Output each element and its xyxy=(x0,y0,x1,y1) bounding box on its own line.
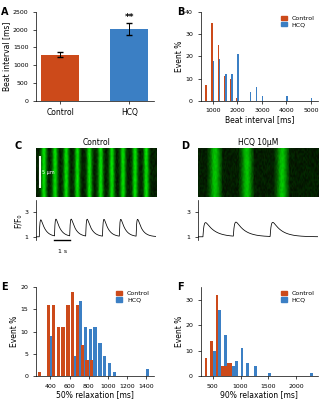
Bar xyxy=(110,29,148,101)
Bar xyxy=(41,54,79,101)
Text: E: E xyxy=(1,282,8,292)
Bar xyxy=(98,343,102,376)
Text: B: B xyxy=(177,7,184,17)
Bar xyxy=(286,96,288,101)
Legend: Control, HCQ: Control, HCQ xyxy=(280,290,315,303)
Bar xyxy=(230,78,231,101)
Bar xyxy=(210,340,213,376)
Bar xyxy=(311,98,312,101)
Bar xyxy=(79,301,82,376)
Bar xyxy=(204,358,207,376)
Text: 5 µm: 5 µm xyxy=(42,170,55,175)
Text: F: F xyxy=(177,282,184,292)
Title: HCQ 10µM: HCQ 10µM xyxy=(238,138,278,148)
Bar xyxy=(213,351,215,376)
Bar xyxy=(51,336,54,376)
Text: **: ** xyxy=(125,12,134,22)
Bar xyxy=(250,92,251,101)
Bar xyxy=(66,305,70,376)
Bar xyxy=(246,363,249,376)
Bar xyxy=(310,374,313,376)
Bar xyxy=(262,96,263,101)
Bar xyxy=(237,54,239,101)
Bar xyxy=(224,76,225,101)
Bar xyxy=(71,292,74,376)
Bar xyxy=(224,366,227,376)
Text: C: C xyxy=(14,141,22,151)
Bar xyxy=(227,363,230,376)
Text: 1 s: 1 s xyxy=(57,249,67,254)
Legend: Control, HCQ: Control, HCQ xyxy=(280,15,315,28)
Bar xyxy=(224,336,227,376)
Bar xyxy=(232,366,235,376)
Legend: Control, HCQ: Control, HCQ xyxy=(116,290,151,303)
Bar xyxy=(89,330,92,376)
X-axis label: 50% relaxation [ms]: 50% relaxation [ms] xyxy=(56,390,134,399)
Bar xyxy=(218,310,221,376)
Bar xyxy=(235,361,238,376)
Bar xyxy=(146,369,149,376)
Bar xyxy=(255,366,257,376)
Bar xyxy=(103,356,106,376)
Bar xyxy=(52,305,55,376)
Bar xyxy=(74,356,78,376)
Bar xyxy=(230,363,232,376)
Bar xyxy=(268,374,271,376)
Bar xyxy=(76,305,79,376)
Bar xyxy=(231,74,233,101)
Title: Control: Control xyxy=(82,138,110,148)
Bar xyxy=(80,345,84,376)
Y-axis label: Event %: Event % xyxy=(10,316,19,347)
Bar xyxy=(230,363,232,376)
Bar xyxy=(221,366,224,376)
Y-axis label: Beat interval [ms]: Beat interval [ms] xyxy=(2,22,11,91)
Y-axis label: Event %: Event % xyxy=(175,316,184,347)
Bar xyxy=(37,372,41,376)
Bar xyxy=(108,363,111,376)
Y-axis label: Event %: Event % xyxy=(175,41,184,72)
Bar xyxy=(217,45,219,101)
Bar xyxy=(93,327,97,376)
Bar xyxy=(236,98,237,101)
Y-axis label: F/F₀: F/F₀ xyxy=(14,213,23,228)
Bar xyxy=(90,360,93,376)
Bar xyxy=(215,295,218,376)
Bar xyxy=(113,372,116,376)
Bar xyxy=(256,87,257,101)
Bar xyxy=(212,23,213,101)
Bar xyxy=(205,85,207,101)
Bar xyxy=(85,360,89,376)
Bar xyxy=(47,305,51,376)
Bar xyxy=(61,327,65,376)
Text: D: D xyxy=(181,141,189,151)
Bar xyxy=(213,61,214,101)
Bar xyxy=(225,74,227,101)
Bar xyxy=(219,58,220,101)
Bar xyxy=(57,327,60,376)
Bar xyxy=(240,348,243,376)
Bar xyxy=(84,327,87,376)
X-axis label: Beat interval [ms]: Beat interval [ms] xyxy=(225,115,294,124)
Text: A: A xyxy=(1,7,8,17)
X-axis label: 90% relaxation [ms]: 90% relaxation [ms] xyxy=(220,390,298,399)
